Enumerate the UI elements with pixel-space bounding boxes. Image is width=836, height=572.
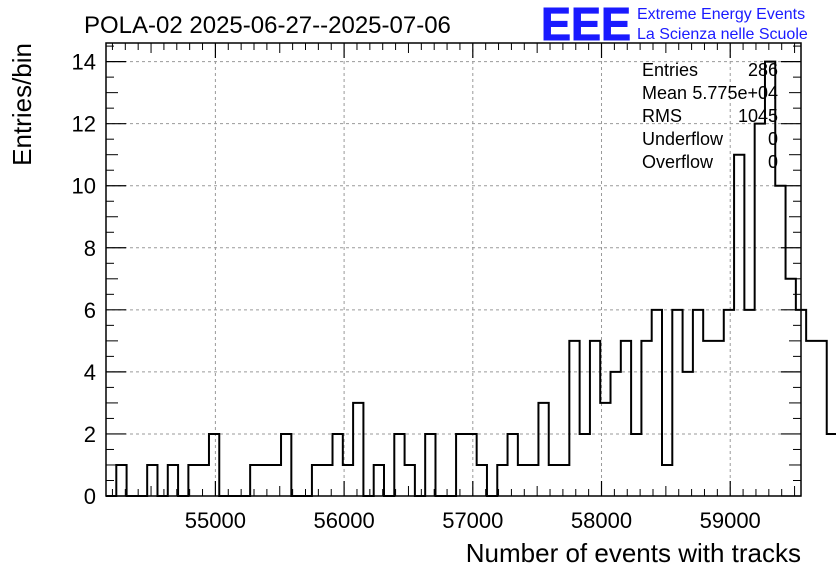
tick-layer [106, 43, 801, 497]
y-tick-label: 0 [84, 484, 96, 509]
eee-logo: EEE Extreme Energy Events La Scienza nel… [541, 0, 808, 51]
x-tick-label: 55000 [185, 508, 246, 533]
x-axis-label: Number of events with tracks [466, 538, 801, 568]
histogram-outline [106, 60, 836, 497]
stats-entries-label: Entries [642, 60, 698, 80]
stats-rms-value: 1045 [738, 106, 778, 126]
y-axis-label: Entries/bin [7, 43, 37, 166]
chart-title: POLA-02 2025-06-27--2025-07-06 [84, 12, 451, 39]
plot-frame [105, 42, 802, 497]
label-layer: 55000 56000 57000 58000 59000 0 2 4 6 8 10 12 14 [72, 50, 761, 533]
y-tick-label: 2 [84, 422, 96, 447]
stats-rms-label: RMS [642, 106, 682, 126]
stats-entries-value: 286 [748, 60, 778, 80]
y-tick-label: 4 [84, 360, 96, 385]
stats-mean-value: 5.775e+04 [692, 83, 778, 103]
logo-line-1: Extreme Energy Events [637, 6, 805, 23]
x-tick-label: 56000 [314, 508, 375, 533]
y-tick-label: 10 [72, 174, 96, 199]
stats-underflow-label: Underflow [642, 129, 724, 149]
x-tick-label: 59000 [700, 508, 761, 533]
y-tick-label: 12 [72, 112, 96, 137]
logo-line-2: La Scienza nelle Scuole [637, 26, 808, 43]
stats-mean-label: Mean [642, 83, 687, 103]
x-tick-label: 58000 [571, 508, 632, 533]
stats-overflow-label: Overflow [642, 152, 714, 172]
logo-mark: EEE [541, 0, 631, 50]
grid-layer [106, 43, 801, 497]
y-tick-label: 6 [84, 298, 96, 323]
stats-overflow-value: 0 [768, 152, 778, 172]
y-tick-label: 8 [84, 236, 96, 261]
stats-box: Entries 286 Mean 5.775e+04 RMS 1045 Unde… [642, 60, 778, 172]
stats-underflow-value: 0 [768, 129, 778, 149]
y-tick-label: 14 [72, 50, 96, 75]
x-tick-label: 57000 [442, 508, 503, 533]
